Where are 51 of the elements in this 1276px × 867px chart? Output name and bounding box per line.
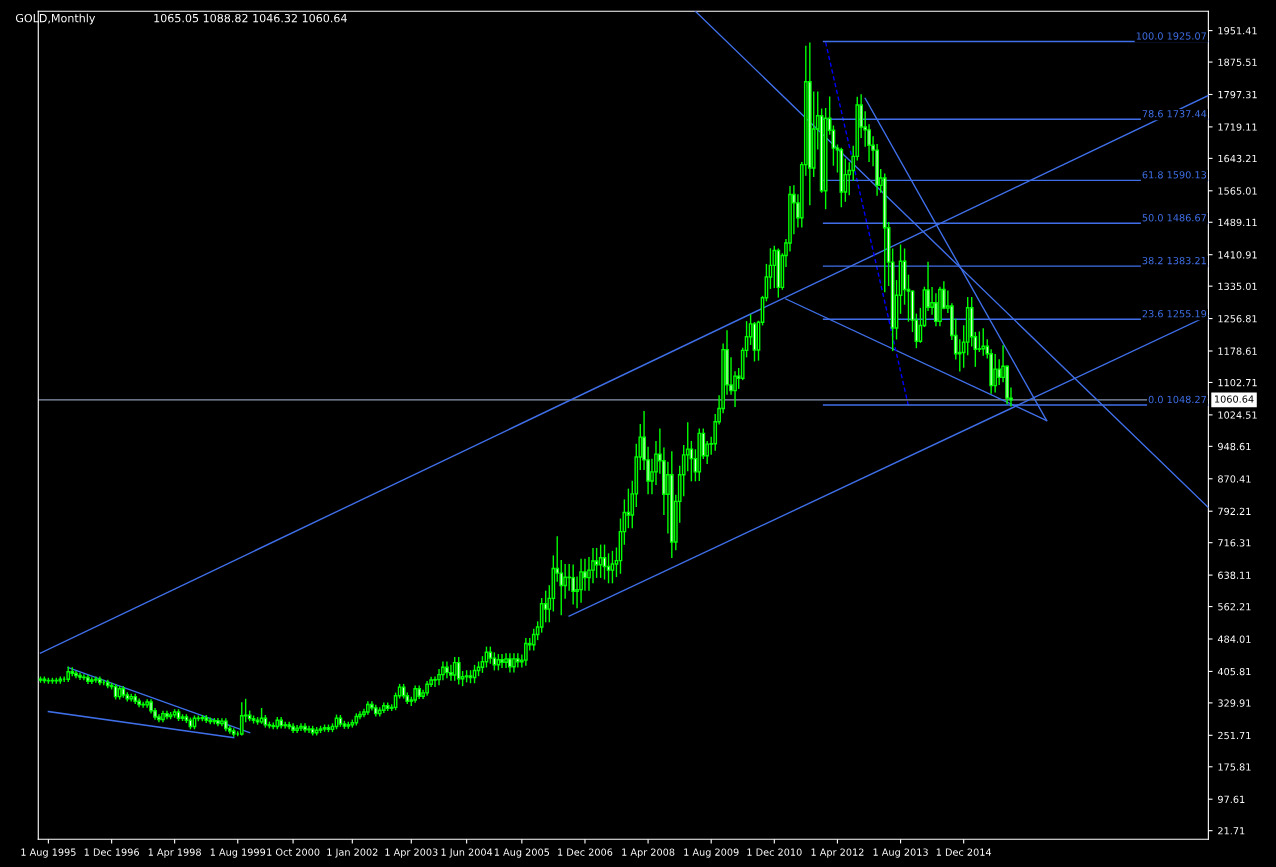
y-tick-label: 97.61 [1218, 795, 1245, 804]
y-tick-label: 1875.51 [1218, 58, 1257, 66]
series-label: 61.8 1590.13 [1142, 171, 1207, 179]
x-tick-label: 1 Aug 1999 [210, 848, 266, 858]
y-tick-label: 1797.31 [1218, 90, 1257, 99]
x-tick-label: 1 Dec 1996 [84, 848, 139, 856]
x-tick-label: 1 Dec 2014 [936, 848, 992, 856]
x-tick-label: 1 Apr 2012 [811, 848, 864, 858]
y-tick-label: 1256.81 [1218, 315, 1257, 323]
y-tick-label: 948.61 [1218, 442, 1251, 451]
y-tick-label: 175.81 [1218, 763, 1251, 771]
x-tick-label: 1 Dec 2010 [747, 848, 802, 856]
y-tick-label: 329.91 [1218, 699, 1251, 707]
x-tick-label: 1 Dec 2006 [558, 848, 613, 856]
y-tick-label: 562.21 [1218, 603, 1251, 611]
x-tick-label: 1 Aug 2009 [684, 848, 739, 858]
x-tick-label: 1 Apr 2003 [385, 848, 438, 858]
y-tick-label: 1643.21 [1218, 154, 1257, 163]
series-label: 50.0 1486.67 [1142, 214, 1206, 222]
y-tick-label: 870.41 [1218, 475, 1251, 483]
x-tick-label: 1 Apr 1998 [148, 848, 201, 858]
y-tick-label: 1024.51 [1218, 411, 1257, 419]
y-tick-label: 1951.41 [1218, 27, 1257, 35]
series-label: 78.6 1737.44 [1142, 110, 1207, 118]
y-tick-label: 1335.01 [1218, 282, 1257, 290]
y-tick-label: 251.71 [1218, 731, 1251, 740]
series-label: 0.0 1048.27 [1148, 395, 1206, 404]
y-tick-label: 716.31 [1218, 539, 1251, 547]
y-tick-label: 1719.11 [1218, 123, 1257, 131]
series-label: 23.6 1255.19 [1142, 310, 1207, 318]
x-tick-label: 1 Aug 2005 [494, 848, 550, 858]
series-label: 38.2 1383.21 [1142, 256, 1206, 265]
y-tick-label: 484.01 [1217, 635, 1251, 643]
x-tick-label: 1 Apr 2008 [622, 848, 675, 858]
x-tick-label: 1 Jun 2004 [441, 848, 493, 858]
x-tick-label: 1 Oct 2000 [267, 848, 320, 856]
y-tick-label: 638.11 [1218, 571, 1251, 579]
x-tick-label: 1 Aug 1995 [21, 848, 76, 858]
y-tick-label: 21.71 [1218, 827, 1245, 835]
y-tick-label: 405.81 [1217, 667, 1251, 676]
y-tick-label: 1102.71 [1218, 378, 1257, 387]
x-tick-label: 1 Aug 2013 [873, 848, 928, 858]
series-label: 100.0 1925.07 [1136, 32, 1206, 40]
y-tick-label: 1565.01 [1218, 187, 1257, 195]
ref-line-label: 1060.64 [1215, 395, 1254, 403]
x-tick-label: 1 Jan 2002 [327, 848, 378, 858]
y-tick-label: 1410.91 [1218, 251, 1257, 259]
y-tick-label: 1178.61 [1218, 347, 1257, 355]
chart-subtitle: 1065.05 1088.82 1046.32 1060.64 [154, 13, 347, 23]
y-tick-label: 792.21 [1218, 507, 1251, 516]
y-tick-label: 1489.11 [1218, 218, 1257, 227]
